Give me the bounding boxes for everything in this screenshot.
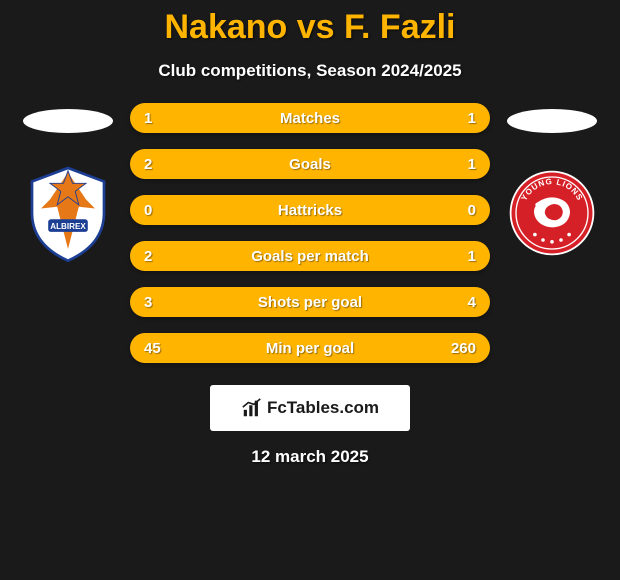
fctables-link[interactable]: FcTables.com (210, 385, 410, 431)
stat-row-matches: 1 Matches 1 (130, 103, 490, 133)
right-player-column: YOUNG LIONS (502, 103, 602, 263)
stat-label: Shots per goal (258, 294, 362, 311)
stat-row-shots-per-goal: 3 Shots per goal 4 (130, 287, 490, 317)
stat-right-value: 1 (452, 248, 476, 265)
stat-left-value: 2 (144, 248, 168, 265)
page-title: Nakano vs F. Fazli (0, 8, 620, 47)
comparison-card: Nakano vs F. Fazli Club competitions, Se… (0, 0, 620, 467)
stat-row-min-per-goal: 45 Min per goal 260 (130, 333, 490, 363)
comparison-date: 12 march 2025 (0, 447, 620, 467)
stats-column: 1 Matches 1 2 Goals 1 0 Hattricks 0 2 Go… (130, 103, 490, 363)
stat-row-hattricks: 0 Hattricks 0 (130, 195, 490, 225)
stat-label: Matches (280, 110, 340, 127)
bar-chart-icon (241, 397, 263, 419)
left-team-crest: ALBIREX (23, 163, 113, 263)
stat-label: Goals per match (251, 248, 369, 265)
left-player-column: ALBIREX (18, 103, 118, 263)
young-lions-crest-icon: YOUNG LIONS (507, 168, 597, 258)
stat-left-value: 1 (144, 110, 168, 127)
stat-label: Goals (289, 156, 331, 173)
stat-right-value: 4 (452, 294, 476, 311)
stat-right-value: 0 (452, 202, 476, 219)
subtitle: Club competitions, Season 2024/2025 (0, 61, 620, 81)
stat-left-value: 3 (144, 294, 168, 311)
footer-brand-text: FcTables.com (267, 398, 379, 418)
stat-right-value: 260 (451, 340, 476, 357)
stat-row-goals: 2 Goals 1 (130, 149, 490, 179)
stat-right-value: 1 (452, 110, 476, 127)
left-player-silhouette (23, 109, 113, 133)
stat-label: Min per goal (266, 340, 354, 357)
right-team-crest: YOUNG LIONS (507, 163, 597, 263)
stat-left-value: 2 (144, 156, 168, 173)
stat-label: Hattricks (278, 202, 342, 219)
stat-left-value: 0 (144, 202, 168, 219)
main-row: ALBIREX 1 Matches 1 2 Goals 1 0 Hattrick… (0, 103, 620, 363)
stat-row-goals-per-match: 2 Goals per match 1 (130, 241, 490, 271)
stat-right-value: 1 (452, 156, 476, 173)
right-player-silhouette (507, 109, 597, 133)
albirex-crest-icon: ALBIREX (23, 163, 113, 263)
svg-text:ALBIREX: ALBIREX (50, 222, 86, 231)
stat-left-value: 45 (144, 340, 168, 357)
